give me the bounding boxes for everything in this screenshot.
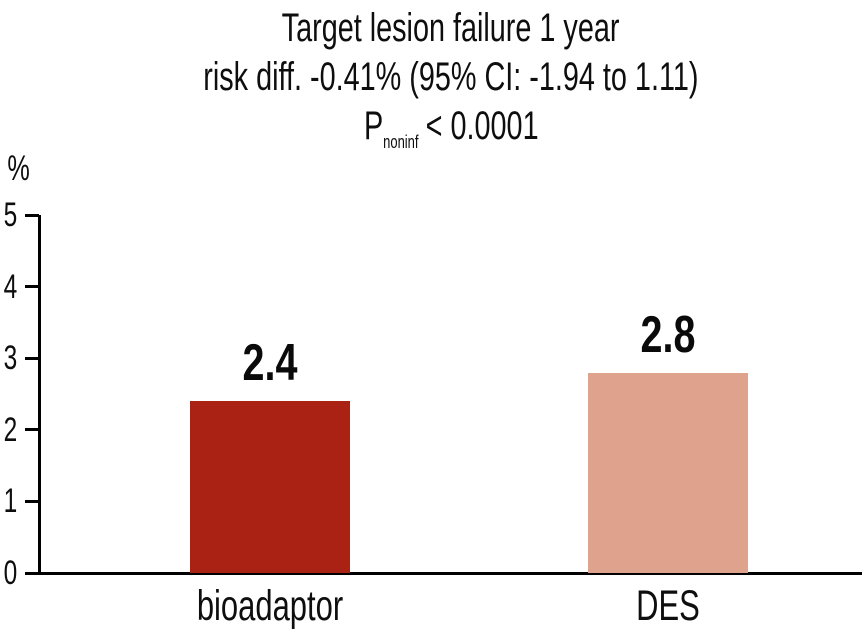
bar-value-label: 2.8 (632, 309, 704, 361)
bar-value-text: 2.8 (640, 305, 696, 364)
pvalue-threshold: < 0.0001 (425, 104, 539, 148)
y-tick-mark (25, 571, 39, 575)
y-tick-label-text: 3 (3, 339, 17, 378)
y-axis-unit-text: % (7, 149, 30, 188)
y-tick-mark (25, 499, 39, 503)
plot-area: 0 1 2 3 4 5 2.4 bioadaptor 2.8 DES (3, 198, 862, 630)
y-tick-label-text: 4 (3, 267, 17, 306)
y-tick-label: 0 (0, 556, 24, 590)
chart-pvalue-line: Pnoninf < 0.0001 (40, 102, 862, 158)
x-category-label: bioadaptor (169, 582, 372, 630)
y-tick-label-text: 2 (3, 410, 17, 449)
y-tick-label: 5 (0, 198, 24, 232)
x-category-text: bioadaptor (196, 582, 344, 630)
y-tick-label-text: 0 (3, 554, 17, 592)
y-tick-mark (25, 428, 39, 432)
bar-value-label: 2.4 (234, 337, 306, 389)
pvalue-text: Pnoninf < 0.0001 (364, 102, 539, 158)
bar-value-text: 2.4 (242, 334, 298, 393)
x-axis-line (38, 572, 862, 575)
y-axis-unit-label: % (3, 149, 34, 189)
pvalue-p: P (363, 104, 383, 148)
y-tick-mark (25, 285, 39, 289)
x-category-label: DES (624, 582, 712, 630)
y-tick-label: 1 (0, 484, 24, 518)
bar-des (587, 372, 749, 573)
chart-subtitle-line: risk diff. -0.41% (95% CI: -1.94 to 1.11… (40, 53, 862, 102)
y-tick-label: 2 (0, 413, 24, 447)
y-tick-label: 3 (0, 341, 24, 375)
chart-subtitle-text: risk diff. -0.41% (95% CI: -1.94 to 1.11… (203, 55, 699, 99)
chart-title-line1: Target lesion failure 1 year (40, 4, 862, 53)
y-tick-label: 4 (0, 270, 24, 304)
y-tick-label-text: 1 (3, 482, 17, 521)
y-tick-mark (25, 213, 39, 217)
x-category-text: DES (636, 582, 700, 630)
pvalue-subscript: noninf (382, 132, 419, 152)
y-tick-mark (25, 356, 39, 360)
bar-bioadaptor (190, 401, 351, 573)
y-axis-line (38, 215, 41, 573)
chart-title-text: Target lesion failure 1 year (282, 6, 620, 50)
y-tick-label-text: 5 (3, 196, 17, 234)
chart-title: Target lesion failure 1 year risk diff. … (40, 4, 862, 158)
